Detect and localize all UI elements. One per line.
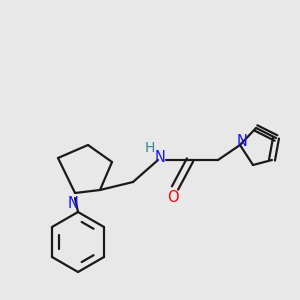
- Text: N: N: [68, 196, 78, 211]
- Text: O: O: [167, 190, 179, 205]
- Text: H: H: [145, 141, 155, 155]
- Text: N: N: [237, 134, 248, 148]
- Text: N: N: [154, 149, 165, 164]
